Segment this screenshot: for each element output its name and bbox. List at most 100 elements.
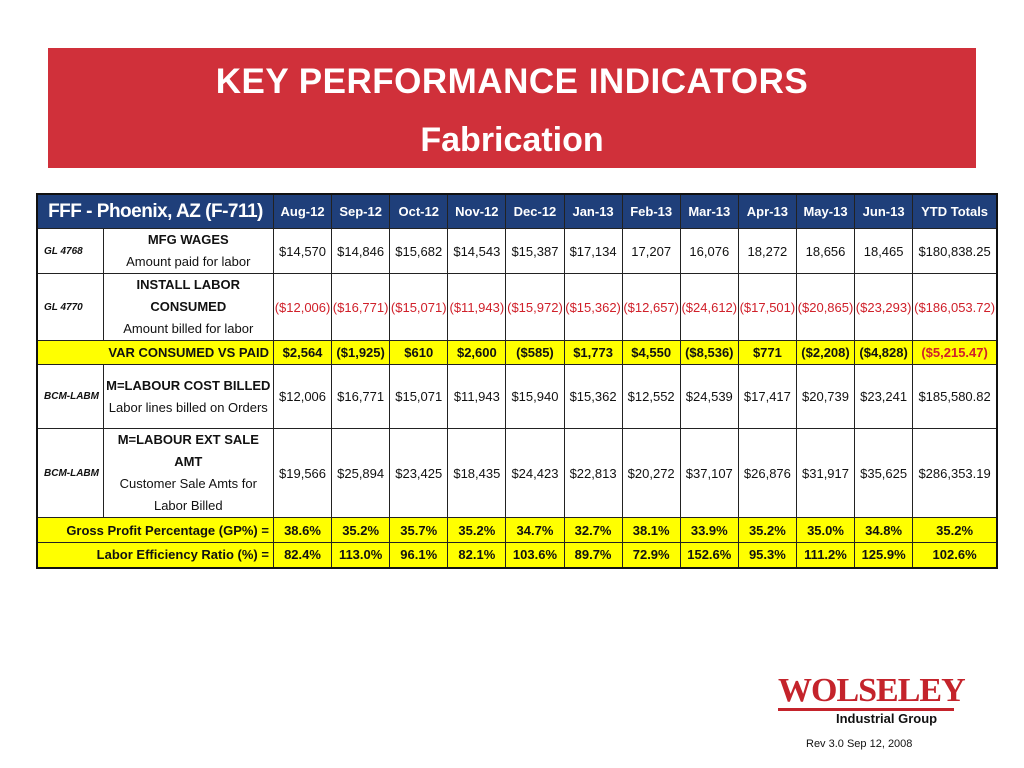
month-header: Jan-13 xyxy=(563,193,623,229)
table-cell: ($1,925) xyxy=(331,340,391,365)
table-cell: 35.0% xyxy=(795,517,856,543)
table-cell: 82.4% xyxy=(272,542,333,568)
table-cell: $17,417 xyxy=(737,364,797,429)
table-row: Gross Profit Percentage (GP%) = 38.6% 35… xyxy=(36,517,998,543)
revision-note: Rev 3.0 Sep 12, 2008 xyxy=(806,738,913,750)
table-cell: $14,846 xyxy=(331,228,391,274)
ytd-cell: $180,838.25 xyxy=(912,228,998,274)
table-cell: ($24,612) xyxy=(679,273,739,341)
table-cell: 18,272 xyxy=(737,228,797,274)
ytd-cell: 35.2% xyxy=(912,517,998,543)
table-cell: 152.6% xyxy=(679,542,739,568)
table-cell: 34.8% xyxy=(854,517,914,543)
table-cell: ($15,972) xyxy=(505,273,565,341)
row-subtitle: Amount billed for labor xyxy=(123,321,254,336)
table-cell: $14,570 xyxy=(272,228,333,274)
table-cell: $15,362 xyxy=(563,364,623,429)
ytd-cell: ($5,215.47) xyxy=(912,340,998,365)
table-cell: 38.1% xyxy=(621,517,681,543)
table-cell: 34.7% xyxy=(505,517,565,543)
table-cell: ($4,828) xyxy=(854,340,914,365)
row-label: VAR CONSUMED VS PAID xyxy=(103,340,274,365)
logo-wordmark: WOLSELEY xyxy=(778,672,966,709)
table-cell: $12,006 xyxy=(272,364,333,429)
table-cell: $17,134 xyxy=(563,228,623,274)
header-row: FFF - Phoenix, AZ (F-711) Aug-12 Sep-12 … xyxy=(36,193,998,229)
month-header: Apr-13 xyxy=(737,193,797,229)
table-cell: 18,656 xyxy=(795,228,856,274)
table-cell: ($23,293) xyxy=(854,273,914,341)
table-cell: $11,943 xyxy=(447,364,507,429)
ytd-cell: $185,580.82 xyxy=(912,364,998,429)
row-label: Gross Profit Percentage (GP%) = xyxy=(36,517,274,543)
wolseley-logo: WOLSELEY xyxy=(778,674,966,711)
row-subtitle: Amount paid for labor xyxy=(126,254,251,269)
ytd-cell: ($186,053.72) xyxy=(912,273,998,341)
row-title: MFG WAGES xyxy=(147,232,229,247)
page-title: KEY PERFORMANCE INDICATORS xyxy=(215,62,809,101)
month-header: May-13 xyxy=(795,193,856,229)
table-cell: $2,600 xyxy=(447,340,507,365)
ytd-header: YTD Totals xyxy=(912,193,998,229)
logo-division: Industrial Group xyxy=(836,711,938,726)
table-cell: 18,465 xyxy=(854,228,914,274)
month-header: Sep-12 xyxy=(331,193,391,229)
table-cell: 35.2% xyxy=(737,517,797,543)
table-cell: $26,876 xyxy=(737,428,797,518)
table-cell: ($12,657) xyxy=(621,273,681,341)
table-cell: 95.3% xyxy=(737,542,797,568)
row-subtitle: Labor lines billed on Orders xyxy=(108,399,268,415)
table-cell: 38.6% xyxy=(272,517,333,543)
table-cell: $24,539 xyxy=(679,364,739,429)
table-cell: $771 xyxy=(737,340,797,365)
gl-code: GL 4770 xyxy=(36,273,104,341)
table-cell: ($20,865) xyxy=(795,273,856,341)
table-cell: ($15,071) xyxy=(389,273,449,341)
row-description: M=LABOUR EXT SALE AMT Customer Sale Amts … xyxy=(102,428,274,518)
table-cell: ($12,006) xyxy=(272,273,333,341)
table-cell: ($2,208) xyxy=(795,340,856,365)
table-row: GL 4770 INSTALL LABOR CONSUMED Amount bil… xyxy=(36,273,998,341)
table-cell: $35,625 xyxy=(854,428,914,518)
logo-underline xyxy=(778,708,954,711)
gl-code: BCM-LABM xyxy=(36,364,104,429)
blank-cell xyxy=(36,340,104,365)
table-cell: $15,387 xyxy=(505,228,565,274)
table-cell: $610 xyxy=(389,340,449,365)
kpi-table: FFF - Phoenix, AZ (F-711) Aug-12 Sep-12 … xyxy=(36,193,998,569)
table-cell: ($15,362) xyxy=(563,273,623,341)
table-cell: $20,272 xyxy=(621,428,681,518)
month-header: Feb-13 xyxy=(621,193,681,229)
table-cell: 113.0% xyxy=(331,542,391,568)
month-header: Oct-12 xyxy=(389,193,449,229)
table-cell: $12,552 xyxy=(621,364,681,429)
table-cell: $15,071 xyxy=(389,364,449,429)
table-cell: $15,940 xyxy=(505,364,565,429)
table-cell: 111.2% xyxy=(795,542,856,568)
table-cell: 96.1% xyxy=(389,542,449,568)
table-row: VAR CONSUMED VS PAID $2,564 ($1,925) $61… xyxy=(36,340,998,365)
table-row: GL 4768 MFG WAGES Amount paid for labor $… xyxy=(36,228,998,274)
table-cell: $23,425 xyxy=(389,428,449,518)
table-cell: 16,076 xyxy=(679,228,739,274)
table-cell: 72.9% xyxy=(621,542,681,568)
table-cell: $18,435 xyxy=(447,428,507,518)
gl-code: GL 4768 xyxy=(36,228,104,274)
ytd-cell: 102.6% xyxy=(912,542,998,568)
month-header: Nov-12 xyxy=(447,193,507,229)
table-cell: $15,682 xyxy=(389,228,449,274)
table-cell: $31,917 xyxy=(795,428,856,518)
table-row: BCM-LABM M=LABOUR EXT SALE AMT Customer S… xyxy=(36,428,998,518)
month-header: Dec-12 xyxy=(505,193,565,229)
row-label: Labor Efficiency Ratio (%) = xyxy=(36,542,274,568)
table-cell: $16,771 xyxy=(331,364,391,429)
row-subtitle: Customer Sale Amts for Labor Billed xyxy=(119,476,257,513)
ytd-cell: $286,353.19 xyxy=(912,428,998,518)
table-row: BCM-LABM M=LABOUR COST BILLED Labor lines… xyxy=(36,364,998,429)
row-description: M=LABOUR COST BILLED Labor lines billed o… xyxy=(102,364,274,429)
table-cell: $14,543 xyxy=(447,228,507,274)
table-cell: $4,550 xyxy=(621,340,681,365)
region-header: FFF - Phoenix, AZ (F-711) xyxy=(36,193,274,229)
row-title: INSTALL LABOR CONSUMED xyxy=(136,277,241,314)
table-cell: $25,894 xyxy=(331,428,391,518)
